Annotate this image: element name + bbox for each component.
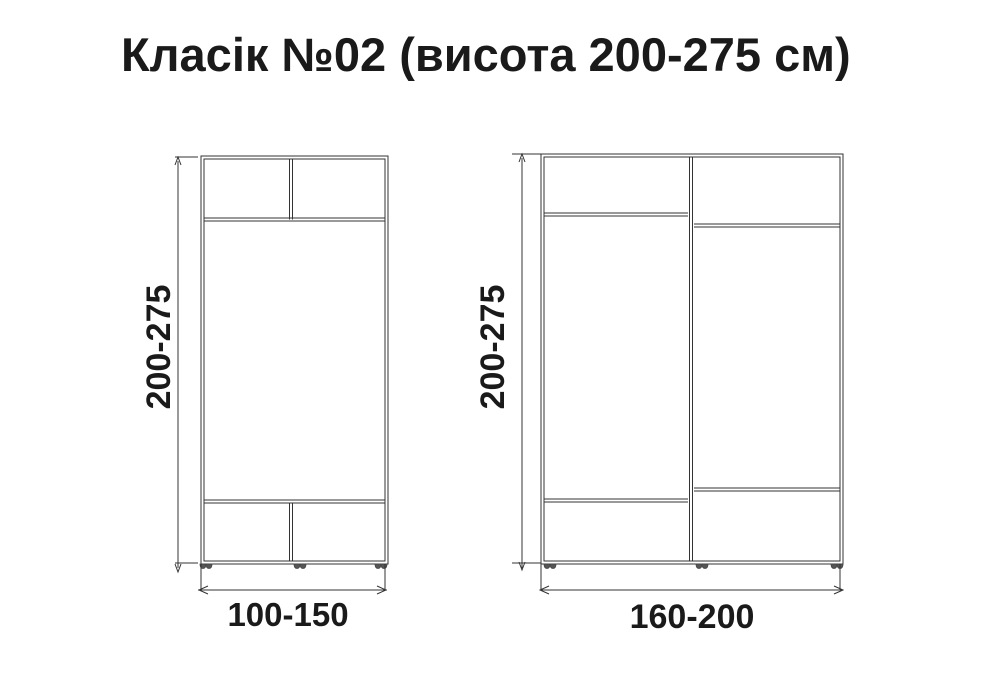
svg-text:200-275: 200-275: [140, 285, 178, 410]
svg-text:200-275: 200-275: [474, 285, 512, 410]
svg-text:160-200: 160-200: [630, 598, 755, 636]
svg-text:100-150: 100-150: [227, 596, 348, 633]
